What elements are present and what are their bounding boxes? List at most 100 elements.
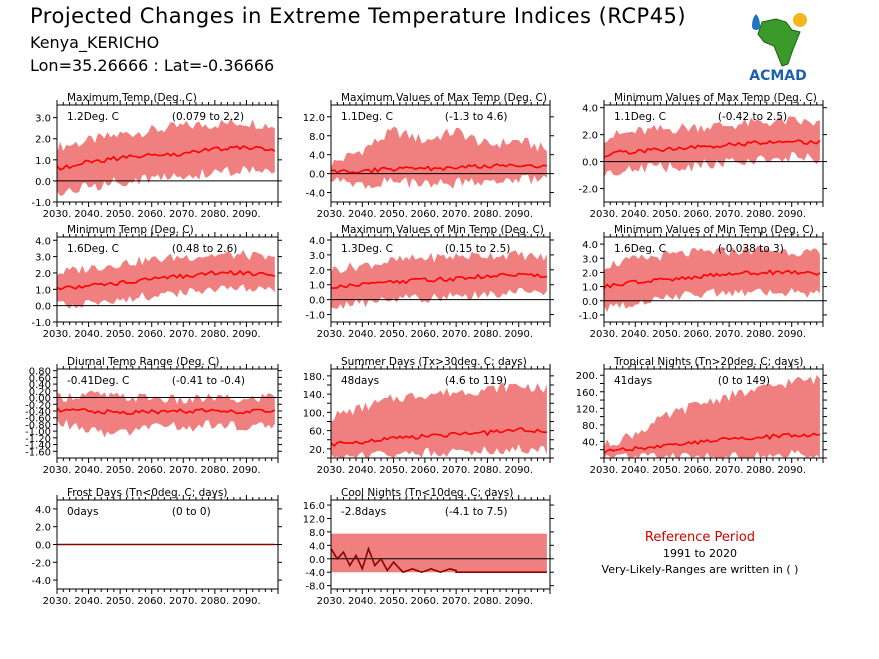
very-likely-range-label: (-0.42 to 2.5) [718, 111, 787, 123]
y-tick-label: 2.0 [582, 131, 598, 142]
x-tick-label: 2080. [746, 329, 775, 340]
median-change-label: 1.1Deg. C [614, 111, 666, 123]
x-tick-label: 2090. [777, 329, 806, 340]
y-tick-label: 3.0 [35, 253, 51, 264]
y-tick-label: 60. [309, 427, 325, 438]
median-change-label: 1.6Deg. C [614, 243, 666, 255]
y-tick-label: -0.40 [25, 407, 51, 418]
x-tick-label: 2050. [106, 329, 135, 340]
x-tick-label: 2090. [504, 329, 533, 340]
y-tick-label: 0.20 [29, 387, 51, 398]
chart-panel-10: 4.0 2.0 0.0 -2.0 -4.0 2030. 2040. 2050. 2060. 207… [31, 487, 282, 607]
x-tick-label: 2070. [715, 329, 744, 340]
y-tick-label: -4.0 [305, 189, 325, 200]
x-tick-label: 2030. [590, 329, 619, 340]
plot-frame [603, 236, 824, 323]
reference-period-title: Reference Period [644, 530, 756, 545]
x-tick-label: 2030. [43, 209, 72, 220]
very-likely-range-label: (0.48 to 2.6) [172, 243, 238, 255]
water-drop-icon [752, 14, 760, 30]
x-tick-label: 2050. [652, 465, 681, 476]
y-tick-label: 120. [576, 404, 598, 415]
very-likely-range-label: (4.6 to 119) [445, 375, 507, 387]
median-series-line [330, 546, 547, 574]
y-tick-label: 0.00 [29, 394, 51, 405]
x-tick-label: 2060. [137, 329, 166, 340]
y-tick-label: 1.0 [582, 283, 598, 294]
y-tick-label: 0.0 [35, 177, 51, 188]
x-tick-label: 2090. [777, 209, 806, 220]
x-tick-label: 2080. [201, 465, 230, 476]
y-tick-label: 0.0 [582, 297, 598, 308]
x-tick-label: 2030. [317, 329, 346, 340]
plot-frame [330, 368, 551, 459]
x-tick-label: 2050. [652, 209, 681, 220]
y-tick-label: 2.0 [582, 268, 598, 279]
plot-frame [56, 368, 279, 459]
x-tick-label: 2030. [590, 465, 619, 476]
chart-panel-11: 16.0 12.0 8.0 4.0 0.0 -4.0 -8.0 2030. 2040. 2050.… [303, 487, 554, 607]
x-tick-label: 2080. [473, 596, 502, 607]
x-tick-label: 2040. [348, 465, 377, 476]
y-tick-label: 0.80 [29, 367, 51, 378]
x-tick-label: 2080. [473, 465, 502, 476]
x-tick-label: 2060. [137, 596, 166, 607]
very-likely-range-band [604, 375, 820, 458]
y-tick-label: -1.20 [25, 434, 51, 445]
median-series-line [603, 269, 821, 290]
very-likely-range-band [331, 382, 547, 458]
x-tick-label: 2090. [232, 209, 261, 220]
x-tick-label: 2030. [43, 465, 72, 476]
y-tick-label: 4.0 [35, 236, 51, 247]
y-tick-label: 0.0 [35, 541, 51, 552]
y-tick-label: 3.0 [309, 251, 325, 262]
y-tick-label: 1.0 [309, 281, 325, 292]
x-tick-label: 2070. [715, 209, 744, 220]
chart-title: Tropical Nights (Tn>20deg. C; days) [613, 356, 803, 368]
plot-frame [603, 368, 824, 459]
median-change-label: 1.6Deg. C [67, 243, 119, 255]
plot-frame [56, 104, 279, 203]
chart-title: Maximum Values of Max Temp (Deg. C) [341, 92, 547, 104]
chart-title: Minimum Temp (Deg. C) [67, 224, 194, 236]
y-tick-label: 1.0 [35, 285, 51, 296]
very-likely-range-label: (-4.1 to 7.5) [445, 506, 508, 518]
y-tick-label: -1.0 [578, 311, 598, 322]
x-tick-label: 2030. [317, 465, 346, 476]
chart-panel-2: 12.0 8.0 4.0 0.0 -4.0 2030. 2040. 2050. 2060. 207… [303, 92, 554, 220]
x-tick-label: 2040. [621, 329, 650, 340]
y-tick-label: 0.0 [309, 555, 325, 566]
x-tick-label: 2050. [379, 209, 408, 220]
median-change-label: 48days [341, 375, 379, 387]
x-tick-label: 2090. [504, 209, 533, 220]
y-tick-label: -2.0 [578, 185, 598, 196]
y-tick-label: -0.60 [25, 414, 51, 425]
y-tick-label: 0.0 [582, 158, 598, 169]
x-tick-label: 2040. [621, 465, 650, 476]
y-tick-label: -0.20 [25, 400, 51, 411]
median-change-label: -2.8days [341, 506, 386, 518]
y-tick-label: 200. [576, 371, 598, 382]
figure-title: Projected Changes in Extreme Temperature… [30, 4, 687, 28]
chart-title: Maximum Values of Min Temp (Deg. C) [341, 224, 544, 236]
y-tick-label: -0.80 [25, 420, 51, 431]
y-tick-label: -8.0 [305, 582, 325, 593]
y-tick-label: 20. [309, 445, 325, 456]
x-tick-label: 2090. [504, 465, 533, 476]
y-tick-label: 4.0 [582, 240, 598, 251]
chart-title: Diurnal Temp Range (Deg. C) [67, 356, 219, 368]
x-tick-label: 2080. [746, 465, 775, 476]
chart-title: Summer Days (Tx>30deg. C; days) [341, 356, 527, 368]
x-tick-label: 2030. [43, 596, 72, 607]
station-name: Kenya_KERICHO [30, 33, 160, 52]
very-likely-range-label: (-1.3 to 4.6) [445, 111, 508, 123]
y-tick-label: 1.0 [35, 156, 51, 167]
x-tick-label: 2060. [684, 465, 713, 476]
y-tick-label: 2.0 [35, 269, 51, 280]
x-tick-label: 2080. [473, 209, 502, 220]
logo-wordmark: ACMAD [749, 68, 807, 84]
median-change-label: 0days [67, 506, 98, 518]
